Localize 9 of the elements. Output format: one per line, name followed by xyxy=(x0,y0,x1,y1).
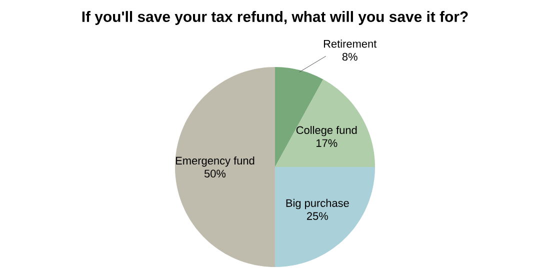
chart-title: If you'll save your tax refund, what will you save it for? xyxy=(82,11,468,25)
slice-label: Retirement xyxy=(324,40,377,48)
slice-label: Big purchase xyxy=(286,198,349,210)
data-label: 17% xyxy=(316,139,338,147)
slice-label: College fund xyxy=(296,126,357,136)
slice-label: Emergency fund xyxy=(176,156,254,167)
data-label: 50% xyxy=(204,170,226,178)
data-label: 25% xyxy=(307,212,328,220)
data-label: 8% xyxy=(342,52,358,61)
